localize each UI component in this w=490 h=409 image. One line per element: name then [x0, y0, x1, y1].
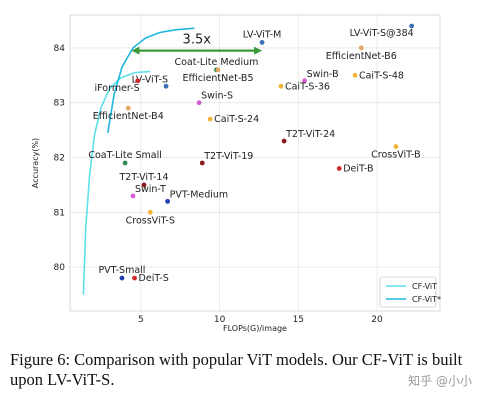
point-deit-s [132, 275, 137, 281]
point-efficientnet-b5 [215, 67, 221, 73]
speedup-arrow-head-left [131, 46, 140, 55]
point-label-t2t-vit-14: T2T-ViT-14 [118, 172, 168, 183]
point-label-lv-vit-s: LV-ViT-S [132, 74, 168, 85]
point-deit-b [336, 166, 342, 171]
point-label-pvt-small: PVT-Small [98, 265, 145, 276]
x-tick-label: 15 [293, 315, 304, 325]
point-lv-vit-s-384 [409, 23, 415, 29]
point-t2t-vit-19 [199, 160, 205, 166]
point-label-pvt-medium: PVT-Medium [170, 189, 229, 200]
plot-frame [69, 14, 441, 312]
point-label-lv-vit-m: LV-ViT-M [243, 29, 282, 40]
comparison-scatter-chart: 80 81 82 83 84 5 10 15 20 3.5x LV-ViT-M LV-ViT-S… [31, 14, 441, 333]
y-tick-label: 84 [54, 44, 66, 54]
x-axis-label: FLOPs(G)/image [223, 324, 287, 333]
point-cait-s-24 [207, 116, 213, 122]
point-swin-b [302, 78, 307, 84]
y-tick-label: 83 [54, 99, 65, 109]
model-points: LV-ViT-M LV-ViT-S@384 EfficientNet-B6 Coat-… [88, 23, 421, 284]
point-label-t2t-vit-19: T2T-ViT-19 [203, 151, 253, 162]
point-label-crossvit-s: CrossViT-S [126, 215, 175, 226]
y-tick-labels: 80 81 82 83 84 [54, 44, 66, 273]
y-tick-label: 82 [54, 154, 65, 164]
series-line-cf-vit [82, 70, 151, 295]
figure-caption: Figure 6: Comparison with popular ViT mo… [10, 350, 463, 389]
point-label-lv-vit-s-384: LV-ViT-S@384 [350, 28, 414, 39]
x-tick-labels: 5 10 15 20 [138, 315, 383, 325]
x-tick-label: 20 [371, 315, 383, 325]
series-curves [82, 27, 195, 295]
speedup-arrow-head-right [254, 46, 263, 55]
point-lv-vit-m [259, 40, 265, 45]
point-pvt-small [119, 275, 125, 281]
comparison-figure: 80 81 82 83 84 5 10 15 20 3.5x LV-ViT-M LV-ViT-S… [31, 14, 441, 333]
point-label-cait-s-48: CaiT-S-48 [359, 70, 404, 81]
point-cait-s-36 [278, 83, 284, 89]
point-t2t-vit-24 [281, 138, 287, 144]
point-efficientnet-b6 [358, 45, 364, 51]
point-label-efficientnet-b4: EfficientNet-B4 [93, 111, 164, 122]
point-label-efficientnet-b6: EfficientNet-B6 [326, 51, 397, 62]
point-swin-s [196, 100, 202, 106]
legend-label-cf-vit-star: CF-ViT* [412, 295, 441, 304]
point-label-coat-lite-small: CoaT-Lite Small [88, 150, 162, 161]
point-label-swin-b: Swin-B [307, 69, 339, 80]
y-tick-label: 81 [54, 208, 65, 218]
point-label-cait-s-36: CaiT-S-36 [285, 81, 330, 92]
point-label-cait-s-24: CaiT-S-24 [214, 114, 259, 125]
speedup-label: 3.5x [183, 33, 212, 48]
point-label-swin-t: Swin-T [135, 184, 166, 195]
point-coat-lite-small [122, 160, 128, 166]
point-label-crossvit-b: CrossViT-B [371, 150, 421, 161]
series-line-cf-vit-star [107, 27, 195, 134]
point-label-swin-s: Swin-S [201, 91, 233, 102]
speedup-annotation: 3.5x [131, 33, 263, 55]
point-label-deit-b: DeiT-B [343, 163, 373, 174]
point-label-efficientnet-b5: EfficientNet-B5 [183, 73, 254, 84]
x-tick-label: 10 [214, 315, 226, 325]
x-tick-label: 5 [138, 315, 144, 325]
point-label-coat-lite-medium: Coat-Lite Medium [174, 57, 258, 68]
y-axis-label: Accuracy(%) [31, 138, 40, 188]
point-iformer-s [135, 78, 141, 84]
point-label-t2t-vit-24: T2T-ViT-24 [285, 129, 335, 140]
point-label-iformer-s: iFormer-S [95, 83, 140, 94]
point-crossvit-s [147, 209, 153, 215]
point-swin-t [130, 193, 136, 199]
point-lv-vit-s [163, 83, 169, 89]
y-tick-label: 80 [54, 263, 66, 273]
point-efficientnet-b4 [125, 105, 131, 111]
point-cait-s-48 [352, 72, 358, 78]
point-crossvit-b [393, 144, 399, 149]
legend: CF-ViT CF-ViT* [379, 276, 441, 308]
point-t2t-vit-14 [141, 182, 147, 188]
point-label-deit-s: DeiT-S [139, 273, 169, 284]
watermark: 知乎 @小小 [408, 374, 472, 388]
point-pvt-medium [165, 198, 171, 204]
legend-label-cf-vit: CF-ViT [412, 282, 437, 291]
